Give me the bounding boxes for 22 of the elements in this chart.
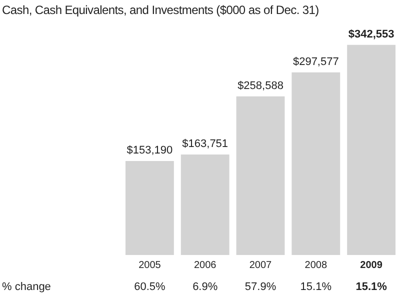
text: 60.5%	[134, 281, 166, 294]
text: 15.1%	[356, 281, 388, 294]
text: % change	[2, 281, 51, 294]
data-label: $153,190	[126, 144, 173, 157]
text: 15.1%	[300, 281, 332, 294]
bar	[125, 161, 174, 255]
text: 57.9%	[244, 281, 276, 294]
data-label: $258,588	[238, 80, 284, 92]
bar	[347, 44, 396, 255]
bar	[236, 96, 285, 255]
x-tick-label: 2009	[360, 260, 383, 271]
x-tick-label: 2005	[138, 260, 162, 271]
x-tick-label: 2007	[249, 260, 272, 271]
data-label: $297,577	[292, 56, 339, 68]
chart-title: Cash, Cash Equivalents, and Investments ($000 as of Dec. 31)	[2, 3, 319, 17]
bar	[180, 154, 230, 255]
x-tick-label: 2008	[304, 260, 328, 271]
text: 6.9%	[192, 281, 218, 294]
data-label: $342,553	[348, 28, 394, 40]
data-label: $163,751	[182, 138, 228, 150]
bar	[292, 72, 340, 255]
x-tick-label: 2006	[194, 260, 217, 271]
